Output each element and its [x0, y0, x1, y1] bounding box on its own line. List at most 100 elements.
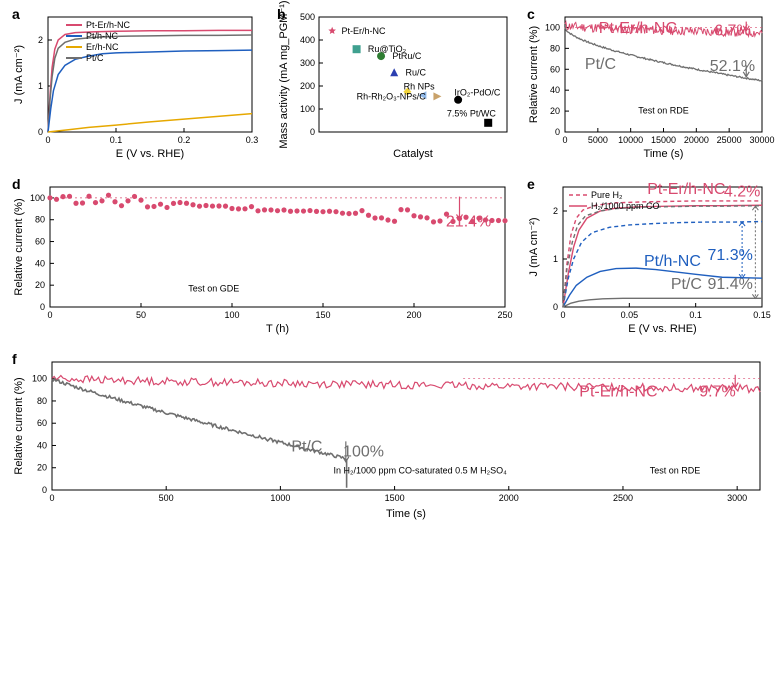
svg-text:40: 40 — [550, 85, 560, 95]
svg-text:Er/h-NC: Er/h-NC — [86, 42, 119, 52]
svg-text:20: 20 — [550, 106, 560, 116]
svg-text:E (V vs. RHE): E (V vs. RHE) — [116, 148, 184, 160]
svg-text:91.4%: 91.4% — [707, 276, 752, 293]
svg-text:5000: 5000 — [588, 135, 608, 145]
svg-text:0.3: 0.3 — [246, 135, 259, 145]
svg-text:Relative current (%): Relative current (%) — [13, 198, 25, 295]
svg-text:0: 0 — [553, 302, 558, 312]
svg-text:300: 300 — [300, 58, 315, 68]
svg-text:Rh NPs: Rh NPs — [404, 81, 436, 91]
svg-text:Catalyst: Catalyst — [393, 148, 433, 160]
svg-text:Time (s): Time (s) — [644, 148, 684, 160]
svg-text:2000: 2000 — [499, 493, 519, 503]
svg-text:500: 500 — [300, 12, 315, 22]
svg-text:Pt/h-NC: Pt/h-NC — [644, 253, 701, 270]
svg-text:80: 80 — [37, 396, 47, 406]
svg-text:Relative current (%): Relative current (%) — [13, 377, 25, 474]
svg-text:9.7%: 9.7% — [699, 384, 735, 401]
svg-text:Pt/C: Pt/C — [585, 56, 616, 73]
svg-text:0.2: 0.2 — [178, 135, 191, 145]
svg-text:0: 0 — [562, 135, 567, 145]
svg-text:J (mA cm⁻²): J (mA cm⁻²) — [528, 218, 540, 277]
svg-text:40: 40 — [35, 258, 45, 268]
chart-f: 050010001500200025003000020406080100Time… — [10, 350, 770, 520]
svg-text:250: 250 — [497, 310, 512, 320]
svg-text:Pt/C: Pt/C — [671, 276, 702, 293]
chart-d: 0 50 100 150 200 250 0 20 40 60 80 100 T (h) Relative… — [10, 175, 515, 335]
svg-text:Pt-Er/h-NC: Pt-Er/h-NC — [579, 384, 657, 401]
svg-text:PtRu/C: PtRu/C — [392, 51, 422, 61]
svg-text:0: 0 — [42, 485, 47, 495]
svg-text:0: 0 — [47, 310, 52, 320]
svg-text:10000: 10000 — [618, 135, 643, 145]
svg-text:100: 100 — [30, 193, 45, 203]
svg-text:60: 60 — [35, 237, 45, 247]
chart-a: 00.10.20.3012E (V vs. RHE)J (mA cm⁻²)Pt-… — [10, 5, 260, 160]
svg-text:Relative current (%): Relative current (%) — [528, 26, 540, 123]
svg-text:Pt-Er/h-NC: Pt-Er/h-NC — [86, 20, 131, 30]
svg-text:Rh-Rh₂O₃-NPs/C: Rh-Rh₂O₃-NPs/C — [357, 91, 427, 101]
svg-text:J (mA cm⁻²): J (mA cm⁻²) — [13, 45, 25, 104]
svg-text:T (h): T (h) — [266, 323, 289, 335]
svg-text:7.5% Pt/WC: 7.5% Pt/WC — [447, 109, 497, 119]
svg-text:Pt/C: Pt/C — [86, 53, 104, 63]
svg-text:100: 100 — [32, 374, 47, 384]
svg-text:100%: 100% — [343, 444, 384, 461]
svg-text:20: 20 — [35, 280, 45, 290]
svg-text:20000: 20000 — [684, 135, 709, 145]
svg-text:Pt-Er/h-NC: Pt-Er/h-NC — [647, 181, 725, 198]
svg-text:0: 0 — [555, 127, 560, 137]
svg-text:1: 1 — [553, 254, 558, 264]
svg-text:100: 100 — [224, 310, 239, 320]
svg-text:20: 20 — [37, 463, 47, 473]
svg-text:Time (s): Time (s) — [386, 508, 426, 520]
svg-text:150: 150 — [315, 310, 330, 320]
svg-text:21.4%: 21.4% — [446, 214, 491, 231]
svg-text:15000: 15000 — [651, 135, 676, 145]
svg-text:6.7%: 6.7% — [714, 22, 750, 39]
svg-text:100: 100 — [300, 104, 315, 114]
svg-text:0: 0 — [38, 127, 43, 137]
svg-text:Pt/h-NC: Pt/h-NC — [86, 31, 119, 41]
svg-text:IrO₂-PdO/C: IrO₂-PdO/C — [454, 87, 500, 97]
svg-text:Test on RDE: Test on RDE — [650, 465, 701, 475]
svg-text:50: 50 — [136, 310, 146, 320]
svg-text:Pure H₂: Pure H₂ — [591, 190, 623, 200]
svg-text:2: 2 — [553, 206, 558, 216]
svg-text:0: 0 — [49, 493, 54, 503]
svg-text:Pt-Er/h-NC: Pt-Er/h-NC — [599, 20, 677, 37]
svg-text:30000: 30000 — [749, 135, 774, 145]
svg-text:71.3%: 71.3% — [707, 247, 752, 264]
svg-text:Pt-Er/h-NC: Pt-Er/h-NC — [342, 26, 387, 36]
chart-b: 0100200300400500CatalystMass activity (m… — [275, 5, 515, 160]
svg-text:0: 0 — [560, 310, 565, 320]
svg-text:80: 80 — [550, 43, 560, 53]
svg-text:Pt/C: Pt/C — [291, 439, 322, 456]
svg-text:500: 500 — [159, 493, 174, 503]
svg-text:25000: 25000 — [717, 135, 742, 145]
svg-text:60: 60 — [550, 64, 560, 74]
svg-text:1000: 1000 — [270, 493, 290, 503]
svg-text:Mass activity (mA mg_PGM⁻¹): Mass activity (mA mg_PGM⁻¹) — [278, 0, 290, 148]
svg-text:200: 200 — [406, 310, 421, 320]
svg-text:2: 2 — [38, 35, 43, 45]
svg-text:1500: 1500 — [385, 493, 405, 503]
svg-text:0.15: 0.15 — [753, 310, 771, 320]
svg-text:0.1: 0.1 — [110, 135, 123, 145]
svg-text:60: 60 — [37, 418, 47, 428]
svg-text:In H₂/1000 ppm CO-saturated 0.: In H₂/1000 ppm CO-saturated 0.5 M H₂SO₄ — [334, 465, 508, 475]
chart-c: 0500010000150002000025000300000204060801… — [525, 5, 770, 160]
svg-text:0.05: 0.05 — [621, 310, 639, 320]
svg-text:400: 400 — [300, 35, 315, 45]
svg-text:Test on GDE: Test on GDE — [188, 283, 239, 293]
svg-text:0: 0 — [40, 302, 45, 312]
svg-text:0.1: 0.1 — [689, 310, 702, 320]
svg-text:H₂/1000 ppm CO: H₂/1000 ppm CO — [591, 201, 660, 211]
svg-text:1: 1 — [38, 81, 43, 91]
svg-text:80: 80 — [35, 215, 45, 225]
svg-text:0: 0 — [310, 127, 315, 137]
chart-e: 00.050.10.15012E (V vs. RHE)J (mA cm⁻²)P… — [525, 175, 770, 335]
svg-text:200: 200 — [300, 81, 315, 91]
svg-text:Test on RDE: Test on RDE — [638, 106, 689, 116]
svg-text:Ru/C: Ru/C — [405, 68, 426, 78]
